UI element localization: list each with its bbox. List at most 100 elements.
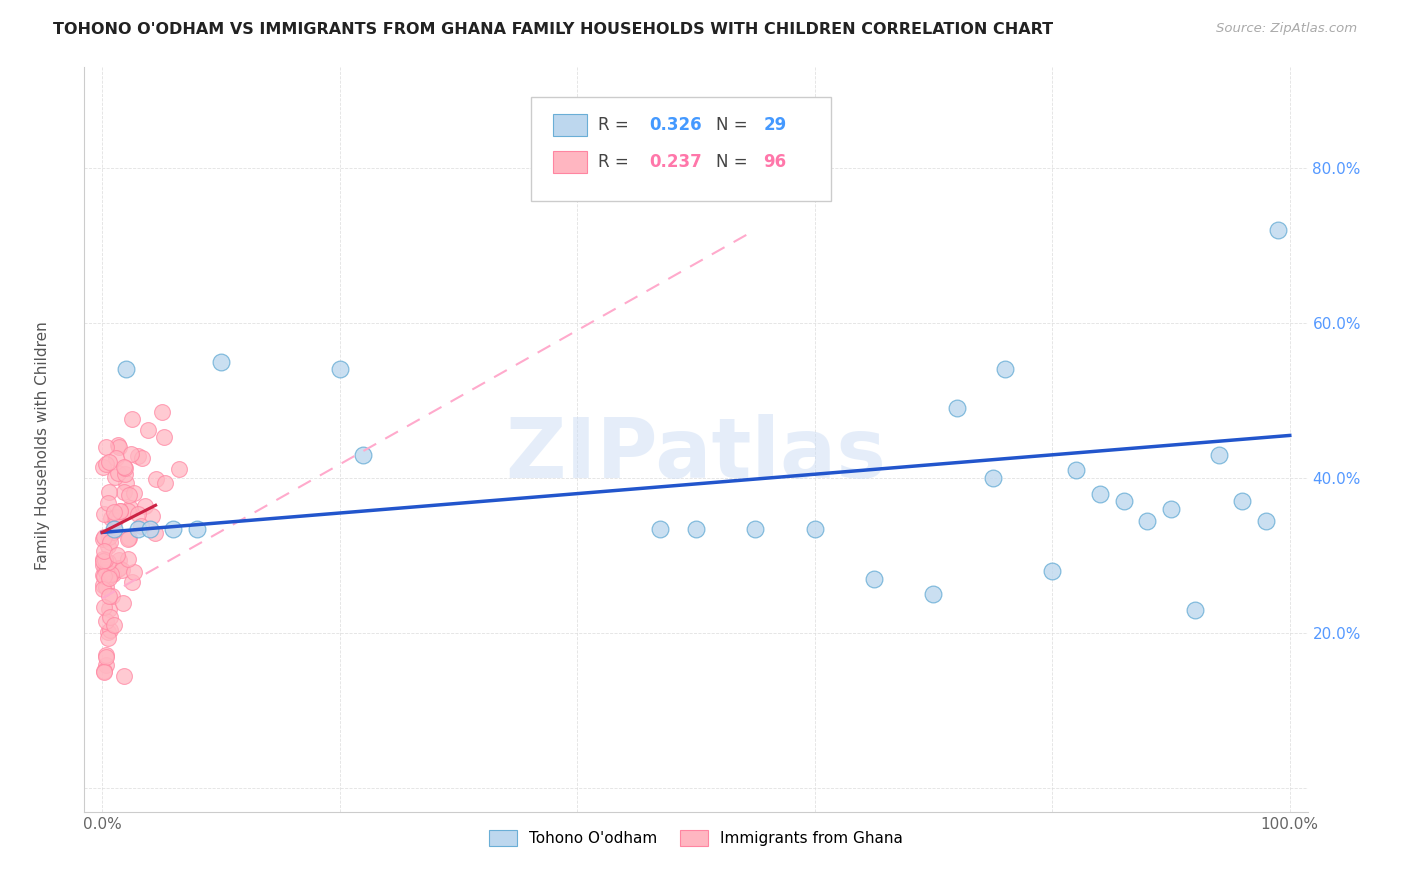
Point — [98, 610, 121, 624]
Point — [107, 561, 129, 575]
Point — [94, 580, 117, 594]
Point — [94, 650, 117, 665]
Point — [94, 562, 117, 576]
Point — [103, 522, 125, 536]
Point — [93, 665, 115, 680]
Point — [97, 531, 120, 545]
Bar — [553, 114, 588, 136]
Point — [108, 560, 131, 574]
Point — [117, 488, 139, 502]
Point — [101, 524, 124, 539]
Point — [97, 496, 120, 510]
Point — [131, 450, 153, 465]
Text: 96: 96 — [763, 153, 786, 171]
Point — [1254, 514, 1277, 528]
Point — [97, 569, 120, 583]
Point — [120, 447, 142, 461]
Point — [104, 510, 127, 524]
Point — [94, 562, 117, 576]
Point — [94, 458, 117, 472]
Point — [329, 362, 352, 376]
Text: R =: R = — [598, 116, 634, 134]
Point — [94, 565, 117, 579]
Point — [110, 504, 132, 518]
Point — [108, 440, 131, 454]
Point — [129, 519, 152, 533]
Point — [93, 553, 115, 567]
Point — [121, 412, 143, 426]
Point — [117, 551, 139, 566]
Point — [93, 459, 115, 474]
Point — [118, 501, 141, 516]
Point — [922, 587, 945, 601]
Point — [101, 590, 124, 604]
Point — [110, 563, 132, 577]
Point — [98, 485, 121, 500]
Point — [98, 535, 121, 549]
Point — [122, 565, 145, 579]
Point — [93, 665, 115, 679]
Point — [93, 578, 115, 592]
Point — [93, 552, 115, 566]
Legend: Tohono O'odham, Immigrants from Ghana: Tohono O'odham, Immigrants from Ghana — [484, 823, 908, 853]
Point — [93, 582, 115, 596]
Point — [994, 362, 1017, 376]
Point — [98, 455, 121, 469]
Point — [114, 461, 136, 475]
Point — [127, 522, 149, 536]
Point — [981, 471, 1004, 485]
Point — [112, 485, 135, 500]
Text: 0.237: 0.237 — [650, 153, 702, 171]
Point — [100, 510, 122, 524]
Point — [352, 448, 374, 462]
Point — [1184, 603, 1206, 617]
Point — [136, 423, 159, 437]
Text: R =: R = — [598, 153, 634, 171]
Point — [103, 618, 125, 632]
Point — [104, 470, 127, 484]
Point — [169, 461, 191, 475]
Point — [143, 526, 166, 541]
Point — [93, 599, 115, 614]
Point — [138, 522, 160, 536]
Point — [115, 362, 138, 376]
Point — [1112, 494, 1135, 508]
Text: 29: 29 — [763, 116, 786, 134]
Point — [93, 544, 115, 558]
Point — [117, 533, 139, 547]
Point — [94, 614, 117, 628]
Point — [141, 509, 163, 524]
Point — [134, 500, 156, 514]
Point — [863, 572, 886, 586]
Point — [94, 648, 117, 662]
Point — [97, 555, 120, 569]
Text: TOHONO O'ODHAM VS IMMIGRANTS FROM GHANA FAMILY HOUSEHOLDS WITH CHILDREN CORRELAT: TOHONO O'ODHAM VS IMMIGRANTS FROM GHANA … — [53, 22, 1053, 37]
Point — [94, 553, 117, 567]
Point — [127, 507, 149, 521]
Point — [108, 503, 131, 517]
Text: N =: N = — [716, 153, 752, 171]
Point — [209, 355, 232, 369]
Point — [685, 522, 707, 536]
Point — [803, 522, 825, 536]
Point — [107, 437, 129, 451]
Point — [162, 522, 184, 536]
Point — [112, 669, 135, 683]
Point — [744, 522, 766, 536]
Point — [105, 509, 128, 524]
Point — [93, 533, 115, 547]
Point — [946, 401, 969, 416]
Point — [93, 530, 115, 544]
Point — [1040, 564, 1063, 578]
Point — [121, 575, 143, 590]
Point — [127, 449, 149, 463]
Point — [103, 504, 125, 518]
Point — [1208, 448, 1230, 462]
Point — [107, 467, 129, 481]
Point — [103, 523, 125, 537]
Point — [153, 430, 176, 444]
Point — [94, 440, 117, 454]
Point — [122, 486, 145, 500]
Point — [117, 504, 139, 518]
Text: Source: ZipAtlas.com: Source: ZipAtlas.com — [1216, 22, 1357, 36]
